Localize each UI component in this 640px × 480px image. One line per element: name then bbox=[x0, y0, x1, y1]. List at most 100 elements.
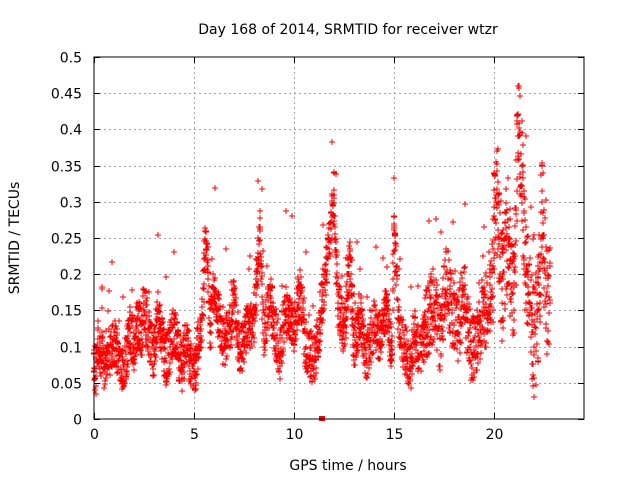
data-point bbox=[450, 219, 456, 225]
data-point bbox=[95, 318, 101, 324]
data-point bbox=[361, 323, 367, 329]
data-point bbox=[330, 203, 336, 209]
data-point bbox=[144, 343, 150, 349]
data-point bbox=[232, 299, 238, 305]
data-point bbox=[319, 293, 325, 299]
data-point bbox=[205, 263, 211, 269]
data-point bbox=[205, 289, 211, 295]
data-point bbox=[358, 300, 364, 306]
data-point bbox=[393, 282, 399, 288]
data-point bbox=[334, 249, 340, 255]
data-point bbox=[143, 288, 149, 294]
y-tick-label: 0.3 bbox=[60, 196, 82, 212]
data-point bbox=[133, 351, 139, 357]
data-point bbox=[535, 358, 541, 364]
data-point bbox=[198, 333, 204, 339]
data-point bbox=[530, 236, 536, 242]
data-point bbox=[260, 248, 266, 254]
data-point bbox=[506, 224, 512, 230]
data-point bbox=[254, 283, 260, 289]
data-point bbox=[313, 365, 319, 371]
data-point bbox=[520, 162, 526, 168]
data-point bbox=[300, 298, 306, 304]
data-point bbox=[283, 284, 289, 290]
data-point bbox=[154, 299, 160, 305]
data-point bbox=[173, 345, 179, 351]
data-point bbox=[306, 312, 312, 318]
data-point bbox=[340, 346, 346, 352]
data-point bbox=[372, 302, 378, 308]
data-point bbox=[523, 133, 529, 139]
data-point bbox=[520, 175, 526, 181]
data-point bbox=[422, 295, 428, 301]
data-point bbox=[546, 310, 552, 316]
data-point bbox=[332, 224, 338, 230]
data-point bbox=[207, 306, 213, 312]
data-point bbox=[383, 288, 389, 294]
data-point bbox=[249, 323, 255, 329]
data-point bbox=[157, 302, 163, 308]
data-point bbox=[334, 261, 340, 267]
data-point bbox=[388, 357, 394, 363]
data-point bbox=[222, 362, 228, 368]
data-point bbox=[303, 319, 309, 325]
data-point bbox=[268, 276, 274, 282]
data-point bbox=[493, 220, 499, 226]
y-tick-label: 0.15 bbox=[51, 304, 82, 320]
data-point bbox=[373, 244, 379, 250]
data-point bbox=[253, 308, 259, 314]
data-point bbox=[261, 352, 267, 358]
data-point bbox=[534, 341, 540, 347]
data-point bbox=[352, 324, 358, 330]
data-point bbox=[250, 330, 256, 336]
y-tick-label: 0.25 bbox=[51, 232, 82, 248]
y-tick-label: 0.35 bbox=[51, 160, 82, 176]
data-point bbox=[318, 281, 324, 287]
data-point bbox=[275, 316, 281, 322]
data-point bbox=[364, 375, 370, 381]
data-point bbox=[497, 210, 503, 216]
data-point bbox=[139, 352, 145, 358]
data-point bbox=[192, 387, 198, 393]
data-point bbox=[196, 354, 202, 360]
data-point bbox=[434, 282, 440, 288]
data-point bbox=[279, 283, 285, 289]
data-point bbox=[480, 253, 486, 259]
data-point bbox=[153, 340, 159, 346]
data-point bbox=[121, 383, 127, 389]
data-point bbox=[503, 186, 509, 192]
data-point bbox=[259, 316, 265, 322]
data-point bbox=[243, 350, 249, 356]
data-point bbox=[317, 338, 323, 344]
data-point bbox=[162, 355, 168, 361]
data-point bbox=[380, 255, 386, 261]
data-point bbox=[240, 356, 246, 362]
data-point bbox=[525, 321, 531, 327]
data-point bbox=[519, 200, 525, 206]
data-point bbox=[329, 139, 335, 145]
data-point bbox=[514, 188, 520, 194]
data-point bbox=[332, 231, 338, 237]
data-point bbox=[348, 290, 354, 296]
data-point bbox=[194, 325, 200, 331]
data-point bbox=[533, 325, 539, 331]
data-point bbox=[138, 330, 144, 336]
data-point bbox=[455, 358, 461, 364]
data-point bbox=[346, 243, 352, 249]
data-point bbox=[236, 358, 242, 364]
data-point bbox=[163, 337, 169, 343]
data-point bbox=[503, 210, 509, 216]
data-point bbox=[495, 179, 501, 185]
data-point bbox=[197, 322, 203, 328]
data-point bbox=[206, 315, 212, 321]
data-point bbox=[198, 326, 204, 332]
data-point bbox=[109, 259, 115, 265]
data-point bbox=[193, 382, 199, 388]
data-point bbox=[537, 319, 543, 325]
data-point bbox=[339, 337, 345, 343]
data-point bbox=[133, 319, 139, 325]
data-point bbox=[491, 213, 497, 219]
data-point bbox=[337, 284, 343, 290]
data-point bbox=[110, 322, 116, 328]
data-point bbox=[344, 279, 350, 285]
